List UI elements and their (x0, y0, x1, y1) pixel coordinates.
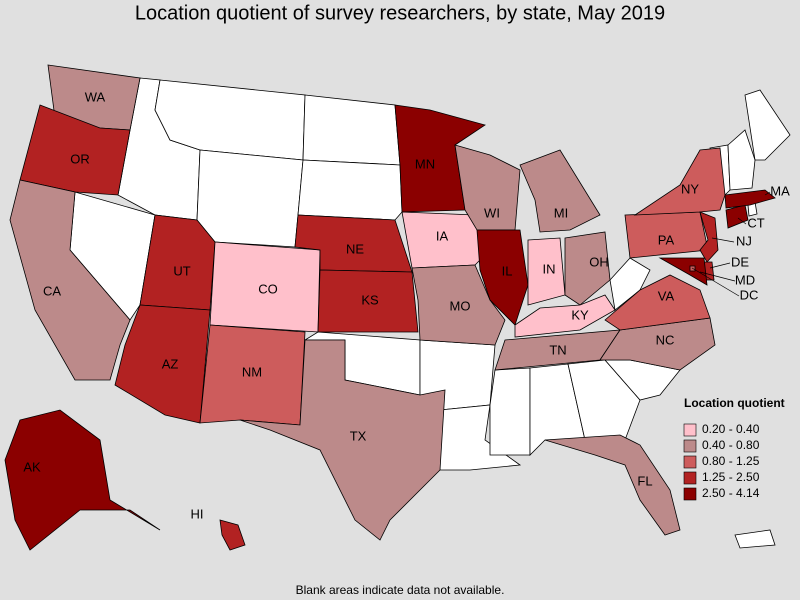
state-label: AK (23, 459, 41, 474)
state (604, 274, 711, 331)
state-label: FL (637, 473, 652, 488)
leader-line (709, 262, 731, 269)
state-label: KY (571, 307, 589, 322)
state (564, 231, 611, 306)
state-label: TN (549, 342, 566, 357)
state-label: TX (350, 428, 367, 443)
states: WA OR CA UT AZ CO NM NE KS TX MN IA MO WI IL MI IN OH KY TN… (4, 64, 790, 551)
legend-label: 0.80 - 1.25 (702, 454, 760, 468)
state-label: VA (658, 288, 675, 303)
state (411, 264, 506, 346)
note: Blank areas indicate data not available. (296, 583, 505, 597)
state (139, 214, 216, 311)
state-label: MN (415, 156, 435, 171)
state-label: MO (450, 298, 471, 313)
legend-swatch (683, 471, 697, 485)
state (658, 257, 708, 286)
state-label: NJ (736, 233, 752, 248)
state (633, 147, 726, 216)
legend-title: Location quotient (684, 396, 785, 410)
legend-label: 2.50 - 4.14 (702, 486, 760, 500)
legend-swatch (683, 487, 697, 501)
state-label: NM (242, 364, 262, 379)
leader-line (691, 267, 740, 297)
state (724, 189, 776, 209)
state (219, 519, 246, 551)
state (519, 149, 601, 233)
state-label: WA (85, 89, 106, 104)
state (4, 409, 161, 551)
state-label: UT (173, 263, 190, 278)
state-label: NC (656, 332, 675, 347)
state-label: HI (191, 506, 204, 521)
legend-swatch (683, 423, 697, 437)
state-label: OR (70, 151, 90, 166)
state-label: DC (740, 287, 759, 302)
state-label: CO (258, 281, 278, 296)
state-label: CA (43, 283, 61, 298)
state-label: OH (589, 254, 609, 269)
legend: Location quotient 0.20 - 0.40 0.40 - 0.80… (683, 396, 785, 501)
state-label: CT (747, 215, 764, 230)
state-label: IA (436, 228, 449, 243)
legend-swatch (683, 439, 697, 453)
state-label: MA (770, 183, 790, 198)
state-label: MD (735, 272, 755, 287)
state (9, 179, 131, 381)
leader-line (737, 217, 747, 225)
legend-label: 1.25 - 2.50 (702, 470, 760, 484)
state-label: DE (731, 254, 749, 269)
state-label: PA (658, 232, 675, 247)
state-label: NE (346, 241, 364, 256)
legend-label: 0.20 - 0.40 (702, 422, 760, 436)
state-label: IN (543, 261, 556, 276)
state-label: MI (554, 205, 568, 220)
state (544, 434, 681, 536)
state (239, 339, 446, 541)
state (317, 269, 419, 333)
no-data-states (69, 77, 791, 549)
state (514, 294, 616, 338)
state (114, 304, 211, 424)
state-label: IL (502, 263, 513, 278)
map-title: Location quotient of survey researchers,… (135, 2, 665, 24)
state-label: WI (484, 205, 500, 220)
state-label: NY (681, 181, 699, 196)
leader-line (764, 191, 771, 196)
leader-line (699, 271, 736, 282)
leader-line (711, 237, 735, 243)
legend-label: 0.40 - 0.80 (702, 438, 760, 452)
state-label: KS (361, 292, 379, 307)
legend-swatch (683, 455, 697, 469)
state-label: AZ (162, 356, 179, 371)
